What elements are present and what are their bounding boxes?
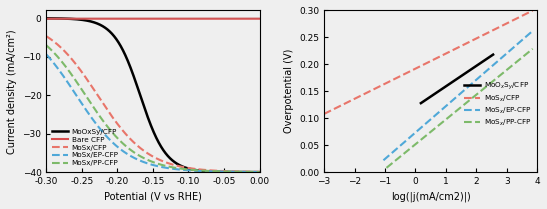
MoSx/EP-CFP	[134, 158, 141, 161]
MoO$_x$S$_y$/CFP	[461, 73, 467, 75]
MoS$_x$/EP-CFP	[529, 30, 536, 32]
MoOxSy/CFP	[125, 60, 131, 63]
MoSx/PP-CFP	[125, 147, 131, 149]
MoOxSy/CFP	[134, 85, 141, 88]
MoS$_x$/EP-CFP	[452, 97, 458, 99]
Bare CFP	[125, 18, 131, 20]
MoSx/EP-CFP	[43, 53, 50, 56]
MoO$_x$S$_y$/CFP	[490, 53, 496, 56]
Y-axis label: Current density (mA/cm²): Current density (mA/cm²)	[7, 29, 17, 154]
MoO$_x$S$_y$/CFP	[417, 102, 424, 104]
Legend: MoOxSy/CFP, Bare CFP, MoSx/CFP, MoSx/EP-CFP, MoSx/PP-CFP: MoOxSy/CFP, Bare CFP, MoSx/CFP, MoSx/EP-…	[50, 127, 121, 168]
X-axis label: log(|j(mA/cm2)|): log(|j(mA/cm2)|)	[391, 192, 470, 202]
MoSx/PP-CFP	[43, 44, 50, 47]
Line: MoO$_x$S$_y$/CFP: MoO$_x$S$_y$/CFP	[421, 55, 493, 103]
MoS$_x$/CFP	[421, 63, 428, 65]
MoO$_x$S$_y$/CFP	[488, 55, 494, 57]
MoO$_x$S$_y$/CFP	[452, 79, 459, 81]
MoS$_x$/CFP	[445, 51, 451, 54]
MoSx/CFP	[229, 170, 236, 173]
MoSx/CFP	[252, 171, 259, 173]
Bare CFP	[67, 18, 74, 20]
MoOxSy/CFP	[257, 171, 263, 173]
MoSx/CFP	[125, 135, 131, 138]
MoO$_x$S$_y$/CFP	[452, 79, 458, 81]
MoOxSy/CFP	[67, 18, 74, 20]
Line: MoS$_x$/EP-CFP: MoS$_x$/EP-CFP	[383, 31, 533, 160]
Line: MoS$_x$/CFP: MoS$_x$/CFP	[324, 10, 533, 114]
MoSx/PP-CFP	[229, 170, 236, 173]
Bare CFP	[257, 18, 263, 20]
MoSx/EP-CFP	[252, 171, 259, 173]
MoS$_x$/PP-CFP	[452, 110, 459, 113]
MoS$_x$/EP-CFP	[380, 159, 387, 162]
MoSx/PP-CFP	[67, 72, 74, 75]
MoSx/PP-CFP	[134, 153, 141, 156]
MoS$_x$/CFP	[525, 12, 531, 14]
MoS$_x$/PP-CFP	[453, 109, 460, 112]
MoS$_x$/CFP	[492, 28, 498, 31]
Line: MoOxSy/CFP: MoOxSy/CFP	[46, 18, 260, 172]
MoSx/PP-CFP	[80, 91, 86, 93]
Y-axis label: Overpotential (V): Overpotential (V)	[283, 49, 294, 134]
MoS$_x$/PP-CFP	[526, 50, 532, 53]
Bare CFP	[43, 18, 50, 20]
MoOxSy/CFP	[80, 19, 86, 21]
MoS$_x$/PP-CFP	[529, 48, 536, 50]
MoSx/CFP	[67, 57, 74, 59]
MoO$_x$S$_y$/CFP	[477, 62, 484, 65]
Line: MoS$_x$/PP-CFP: MoS$_x$/PP-CFP	[387, 49, 533, 168]
MoS$_x$/EP-CFP	[526, 33, 532, 35]
Line: MoSx/PP-CFP: MoSx/PP-CFP	[46, 45, 260, 172]
MoS$_x$/EP-CFP	[451, 98, 458, 100]
MoSx/EP-CFP	[229, 171, 236, 173]
MoS$_x$/PP-CFP	[462, 102, 469, 105]
MoS$_x$/CFP	[420, 64, 427, 66]
MoSx/EP-CFP	[80, 105, 86, 107]
Line: MoSx/CFP: MoSx/CFP	[46, 36, 260, 172]
MoS$_x$/PP-CFP	[470, 96, 477, 98]
Bare CFP	[134, 18, 141, 20]
MoS$_x$/EP-CFP	[503, 53, 509, 55]
MoS$_x$/EP-CFP	[461, 89, 468, 92]
MoS$_x$/CFP	[321, 113, 327, 115]
MoSx/CFP	[134, 144, 141, 147]
MoS$_x$/PP-CFP	[383, 167, 390, 169]
MoS$_x$/CFP	[529, 9, 536, 12]
MoSx/CFP	[80, 73, 86, 75]
Bare CFP	[252, 18, 259, 20]
MoOxSy/CFP	[43, 17, 50, 19]
MoS$_x$/CFP	[434, 57, 440, 59]
MoSx/PP-CFP	[252, 171, 259, 173]
Line: MoSx/EP-CFP: MoSx/EP-CFP	[46, 55, 260, 172]
MoSx/PP-CFP	[257, 171, 263, 173]
MoO$_x$S$_y$/CFP	[457, 76, 463, 78]
MoOxSy/CFP	[229, 171, 236, 173]
MoSx/EP-CFP	[125, 153, 131, 156]
MoS$_x$/EP-CFP	[469, 82, 475, 84]
MoOxSy/CFP	[252, 171, 259, 173]
X-axis label: Potential (V vs RHE): Potential (V vs RHE)	[104, 192, 202, 201]
MoS$_x$/PP-CFP	[503, 69, 510, 71]
MoSx/EP-CFP	[67, 85, 74, 88]
Bare CFP	[80, 18, 86, 20]
MoSx/CFP	[257, 171, 263, 173]
Bare CFP	[229, 18, 236, 20]
MoSx/EP-CFP	[257, 171, 263, 173]
Legend: MoO$_x$S$_y$/CFP, MoS$_x$/CFP, MoS$_x$/EP-CFP, MoS$_x$/PP-CFP: MoO$_x$S$_y$/CFP, MoS$_x$/CFP, MoS$_x$/E…	[462, 78, 534, 130]
MoSx/CFP	[43, 35, 50, 37]
